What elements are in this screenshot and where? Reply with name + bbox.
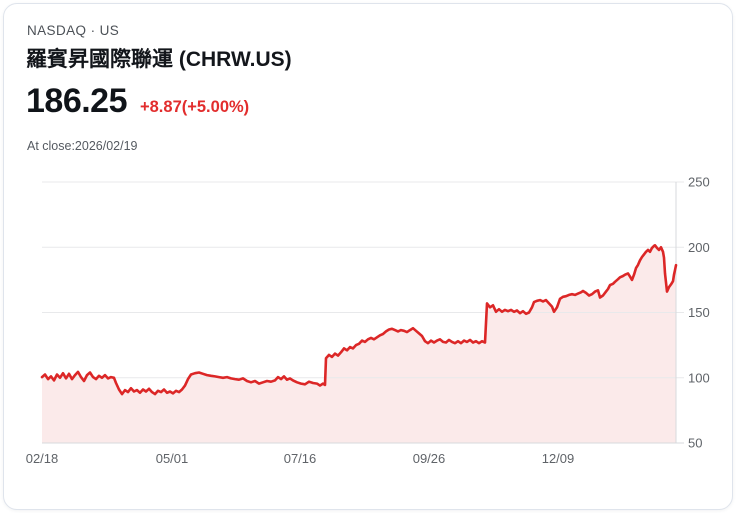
y-axis-label: 200 — [688, 240, 710, 255]
y-axis-label: 50 — [688, 436, 702, 451]
y-axis-label: 250 — [688, 175, 710, 190]
price-line — [40, 244, 678, 396]
stock-title: 羅賓昇國際聯運 (CHRW.US) — [26, 48, 292, 71]
price-row: 186.25 +8.87(+5.00%) — [26, 82, 249, 121]
price-change: +8.87(+5.00%) — [140, 98, 250, 116]
x-axis-label: 12/09 — [542, 451, 575, 466]
x-axis-label: 02/18 — [26, 451, 59, 466]
y-axis-label: 100 — [688, 370, 710, 385]
last-price: 186.25 — [26, 82, 128, 120]
price-line-group — [40, 244, 678, 396]
gridlines-group — [42, 181, 684, 444]
x-axis-labels-group: 02/18 05/01 07/16 09/26 12/09 — [26, 451, 575, 466]
x-axis-label: 07/16 — [284, 451, 317, 466]
y-axis-label: 150 — [688, 305, 710, 320]
exchange-label: NASDAQ · US — [27, 23, 120, 38]
x-axis-label: 05/01 — [156, 451, 189, 466]
as-of-timestamp: At close:2026/02/19 — [27, 139, 138, 153]
x-axis-label: 09/26 — [413, 451, 446, 466]
y-axis-labels-group: 250 200 150 100 50 — [688, 175, 710, 451]
